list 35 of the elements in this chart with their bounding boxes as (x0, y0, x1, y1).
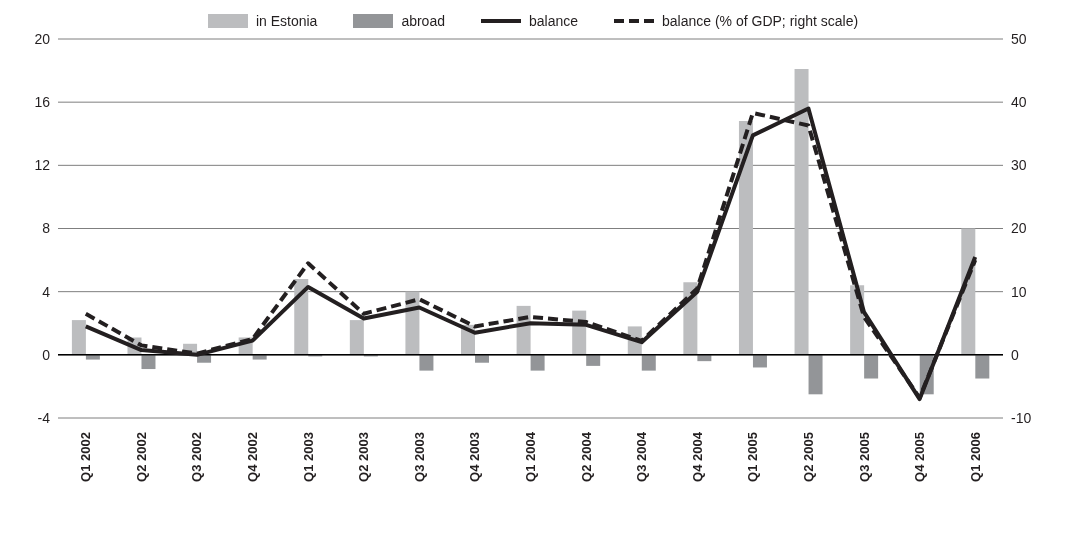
x-tick-label: Q4 2002 (245, 432, 261, 482)
x-tick-label: Q2 2005 (800, 432, 816, 482)
y-tick-label: -4 (37, 409, 51, 426)
x-tick-label: Q3 2002 (189, 432, 205, 482)
y2-tick-label: 30 (1011, 157, 1027, 174)
y-tick-label: 8 (42, 220, 51, 237)
y-tick-label: 4 (42, 283, 51, 300)
x-tick-label: Q3 2004 (634, 431, 650, 482)
x-tick-label: Q4 2003 (467, 432, 483, 482)
x-tick-label: Q1 2005 (745, 432, 761, 482)
y-tick-label: 0 (42, 346, 51, 363)
x-tick-label: Q2 2003 (356, 432, 372, 482)
legend-label: balance (% of GDP; right scale) (661, 13, 859, 29)
x-tick-label: Q3 2003 (411, 432, 427, 482)
x-tick-label: Q1 2003 (300, 432, 316, 482)
legend-label: in Estonia (254, 13, 318, 29)
y2-tick-label: 50 (1011, 30, 1027, 47)
x-tick-label: Q2 2002 (133, 432, 149, 482)
y-tick-label: 16 (34, 94, 51, 111)
x-tick-label: Q1 2002 (78, 432, 94, 482)
x-tick-label: Q4 2004 (689, 431, 705, 482)
y2-tick-label: 10 (1011, 283, 1027, 300)
legend-label: abroad (400, 13, 445, 29)
x-tick-label: Q2 2004 (578, 431, 594, 482)
y2-tick-label: 40 (1011, 94, 1027, 111)
legend-label: balance (527, 13, 579, 29)
x-tick-label: Q4 2005 (912, 432, 928, 482)
y2-tick-label: 20 (1011, 220, 1027, 237)
y2-tick-label: 0 (1011, 346, 1019, 363)
x-tick-label: Q3 2005 (856, 432, 872, 482)
x-tick-label: Q1 2004 (523, 431, 538, 482)
y-tick-label: 20 (34, 30, 51, 47)
y2-tick-label: -10 (1011, 409, 1032, 426)
x-tick-label: Q1 2006 (967, 432, 983, 482)
y-tick-label: 12 (34, 157, 51, 174)
